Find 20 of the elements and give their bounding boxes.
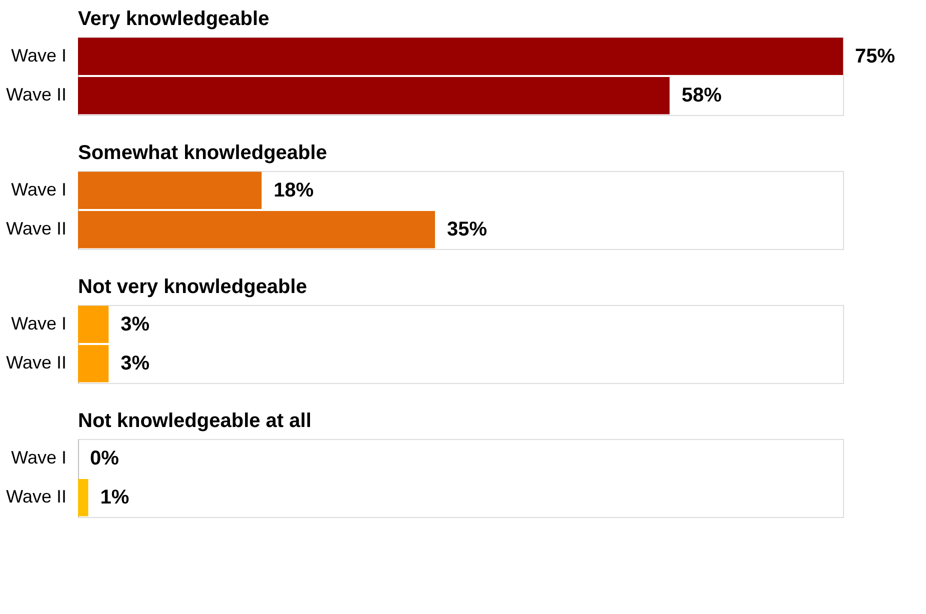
data-label: 3% (120, 352, 150, 375)
y-tick-label: Wave II (6, 352, 66, 373)
chart-title: Very knowledgeable (78, 8, 270, 30)
y-tick-label: Wave I (11, 179, 66, 200)
data-label: 1% (100, 486, 130, 509)
y-tick-label: Wave I (11, 313, 66, 334)
y-tick-label: Wave II (6, 218, 66, 239)
chart-title: Somewhat knowledgeable (78, 142, 327, 164)
data-label: 75% (855, 45, 896, 68)
text: Not knowledgeable at all (78, 410, 312, 432)
text: Not very knowledgeable (78, 276, 307, 298)
y-tick-label: Wave I (11, 447, 66, 468)
data-label: 18% (274, 179, 314, 202)
data-label: 0% (90, 447, 120, 470)
data-label: 3% (120, 313, 150, 336)
y-tick-label: Wave II (6, 84, 66, 105)
data-label: 35% (447, 218, 488, 241)
y-tick-label: Wave II (6, 486, 66, 507)
y-tick-label: Wave I (11, 45, 66, 66)
data-label: 58% (682, 84, 722, 107)
